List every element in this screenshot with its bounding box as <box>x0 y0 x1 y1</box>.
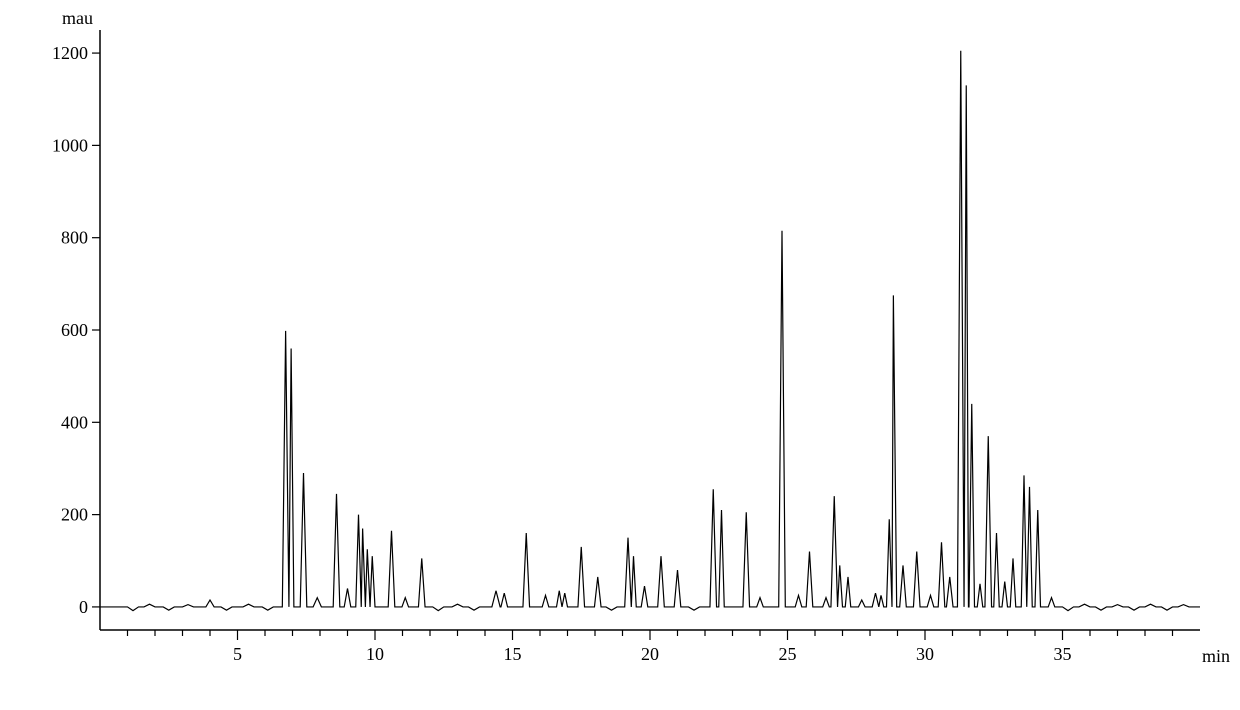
y-axis-label: mau <box>62 8 93 28</box>
chromatogram-chart: 0 200 400 600 800 1000 1200 5 10 15 20 25 30 35 mau min <box>0 0 1240 710</box>
x-tick-label: 25 <box>779 644 797 664</box>
x-tick-label: 10 <box>366 644 384 664</box>
x-tick-label: 15 <box>504 644 522 664</box>
y-tick-label: 0 <box>79 597 88 617</box>
y-tick-label: 600 <box>61 320 88 340</box>
x-tick-label: 20 <box>641 644 659 664</box>
x-axis-label: min <box>1202 646 1230 666</box>
y-tick-label: 400 <box>61 412 88 432</box>
y-tick-label: 1200 <box>52 43 88 63</box>
chart-svg: 0 200 400 600 800 1000 1200 5 10 15 20 25 30 35 mau min <box>0 0 1240 710</box>
y-tick-label: 800 <box>61 228 88 248</box>
y-tick-label: 200 <box>61 505 88 525</box>
x-tick-label: 35 <box>1054 644 1072 664</box>
x-tick-label: 5 <box>233 644 242 664</box>
y-tick-label: 1000 <box>52 135 88 155</box>
chromatogram-trace <box>100 51 1200 611</box>
x-tick-label: 30 <box>916 644 934 664</box>
